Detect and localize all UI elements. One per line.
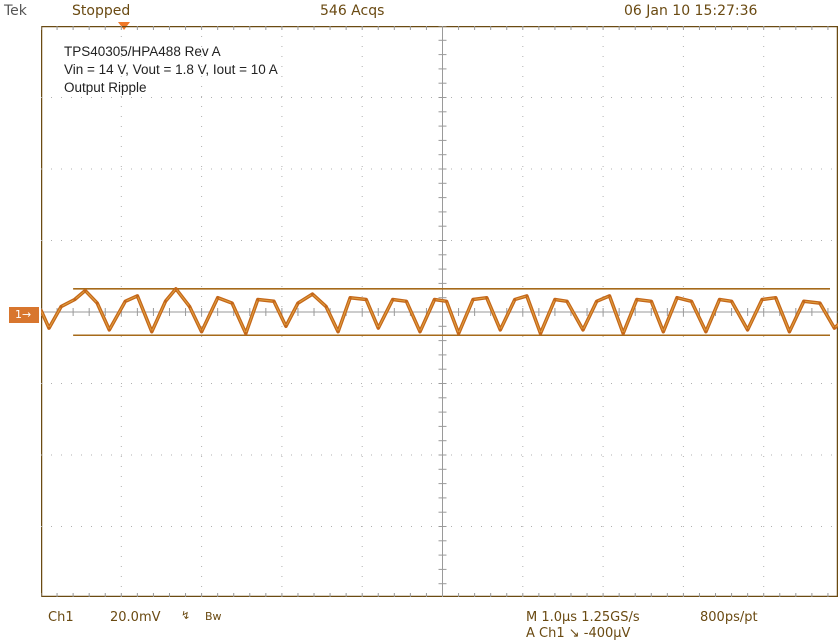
waveform-sample-point — [230, 301, 234, 305]
waveform-sample-point — [364, 298, 368, 301]
waveform-sample-point — [73, 298, 77, 301]
waveform-sample-point — [272, 299, 276, 303]
waveform-display[interactable] — [41, 26, 838, 597]
waveform-sample-point — [553, 298, 557, 301]
acquisition-status: Stopped — [72, 3, 131, 19]
waveform-sample-point — [150, 330, 154, 334]
waveform-sample-point — [336, 330, 340, 334]
resolution-readout: 800ps/pt — [700, 610, 758, 625]
bandwidth-limit-label: Bw — [205, 610, 222, 623]
waveform-sample-point — [445, 299, 448, 303]
channel-label: Ch1 — [48, 610, 74, 625]
waveform-sample-point — [788, 330, 791, 334]
waveform-sample-point — [107, 328, 111, 332]
waveform-sample-point — [565, 299, 569, 303]
waveform-sample-point — [704, 330, 708, 334]
waveform-sample-point — [649, 299, 653, 303]
timebase-readout: M 1.0µs 1.25GS/s — [526, 610, 640, 625]
waveform-sample-point — [621, 332, 625, 335]
waveform-sample-point — [284, 324, 288, 328]
vertical-scale: 20.0mV — [110, 610, 161, 625]
waveform-sample-point — [690, 299, 693, 303]
waveform-sample-point — [760, 298, 764, 301]
waveform-sample-point — [485, 296, 489, 300]
waveform-sample-point — [405, 299, 408, 303]
waveform-sample-point — [635, 298, 639, 301]
channel-1-ground-marker[interactable]: 1→ — [9, 307, 39, 323]
waveform-sample-point — [95, 301, 99, 305]
annotation-line-1: TPS40305/HPA488 Rev A — [64, 44, 221, 59]
waveform-sample-point — [818, 301, 822, 305]
waveform-sample-point — [774, 296, 778, 300]
waveform-sample-point — [513, 298, 517, 301]
coupling-icon: ↯ — [181, 609, 191, 622]
waveform-sample-point — [498, 328, 502, 332]
waveform-sample-point — [200, 330, 204, 334]
waveform-sample-point — [41, 308, 43, 312]
waveform-sample-point — [324, 305, 328, 308]
waveform-sample-point — [296, 301, 300, 305]
waveform-sample-point — [164, 299, 167, 303]
annotation-line-2: Vin = 14 V, Vout = 1.8 V, Iout = 10 A — [64, 62, 278, 77]
waveform-sample-point — [418, 330, 422, 334]
waveform-sample-point — [391, 298, 395, 301]
waveform-sample-point — [59, 305, 63, 308]
waveform-sample-point — [123, 299, 127, 303]
waveform-sample-point — [718, 298, 721, 301]
waveform-sample-point — [730, 299, 733, 303]
brand-label: Tek — [4, 3, 27, 19]
waveform-sample-point — [348, 296, 352, 300]
waveform-sample-point — [174, 287, 178, 291]
waveform-sample-point — [746, 328, 749, 332]
waveform-sample-point — [47, 326, 51, 330]
waveform-sample-point — [136, 294, 139, 298]
waveform-sample-point — [595, 299, 599, 303]
annotation-line-3: Output Ripple — [64, 80, 147, 95]
waveform-sample-point — [675, 296, 679, 300]
waveform-sample-point — [471, 298, 475, 301]
waveform-sample-point — [457, 332, 460, 335]
waveform-sample-point — [244, 332, 248, 335]
waveform-sample-point — [525, 294, 529, 298]
waveform-sample-point — [256, 298, 260, 301]
waveform-sample-point — [216, 296, 220, 300]
waveform-sample-point — [608, 294, 611, 298]
waveform-sample-point — [376, 326, 380, 330]
waveform-sample-point — [188, 305, 192, 308]
waveform-sample-point — [581, 328, 585, 332]
waveform-sample-point — [539, 332, 542, 335]
waveform-sample-point — [802, 299, 806, 303]
acquisition-count: 546 Acqs — [320, 3, 385, 19]
waveform-sample-point — [83, 289, 87, 292]
waveform-sample-point — [311, 292, 314, 296]
waveform-sample-point — [433, 298, 436, 301]
date-time-label: 06 Jan 10 15:27:36 — [624, 3, 758, 19]
trigger-readout: A Ch1 ↘ -400µV — [526, 626, 631, 641]
waveform-sample-point — [661, 330, 665, 334]
waveform-sample-point — [833, 326, 836, 330]
